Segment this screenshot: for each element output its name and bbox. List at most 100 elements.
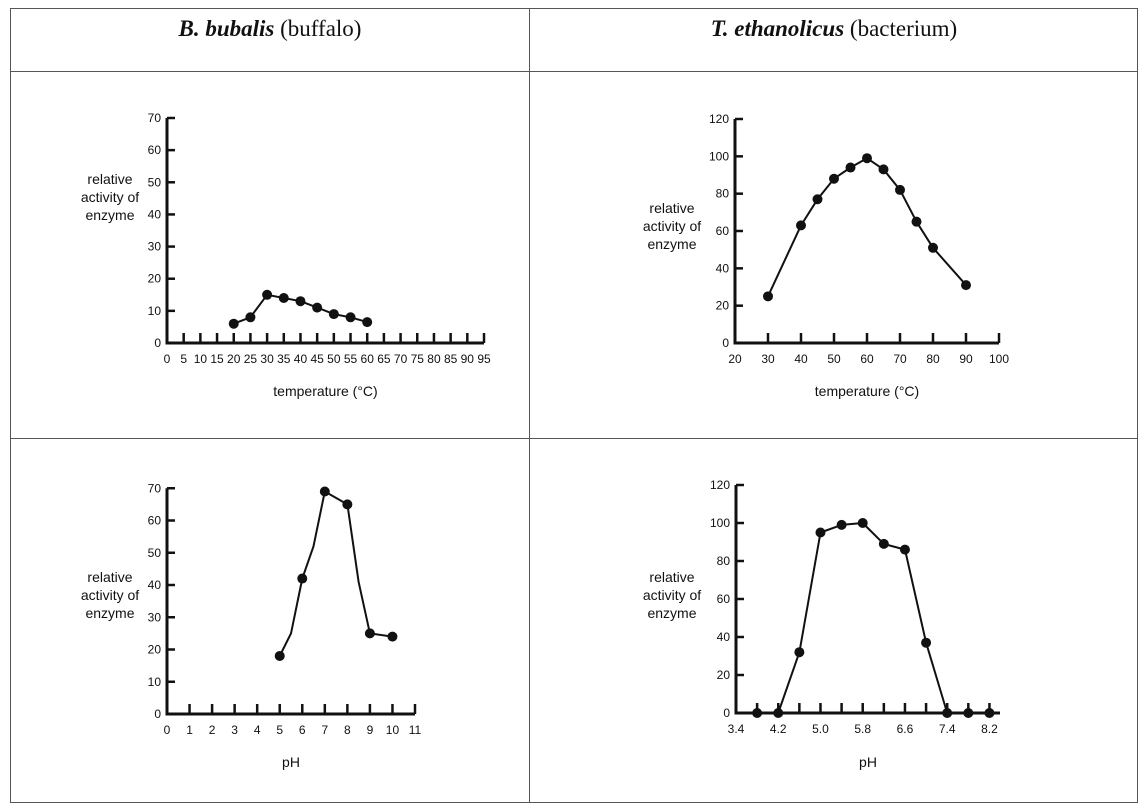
x-tick-label: 5: [276, 723, 283, 737]
x-tick-label: 30: [761, 352, 775, 366]
x-tick-label: 5.0: [812, 722, 829, 736]
data-point: [228, 318, 239, 329]
y-tick-label: 20: [148, 643, 162, 657]
y-axis-label: enzyme: [647, 605, 696, 621]
y-tick-label: 100: [710, 516, 730, 530]
y-axis-label: enzyme: [85, 605, 134, 621]
y-tick-label: 70: [148, 111, 162, 125]
x-tick-label: 35: [277, 352, 291, 366]
data-point: [961, 280, 971, 291]
x-axis-label: temperature (°C): [273, 383, 377, 399]
data-point: [862, 153, 872, 164]
x-tick-label: 95: [477, 352, 491, 366]
x-tick-label: 90: [461, 352, 475, 366]
x-tick-label: 40: [794, 352, 808, 366]
x-tick-label: 6.6: [897, 722, 914, 736]
species-name: B. bubalis: [178, 16, 275, 41]
x-tick-label: 11: [409, 723, 422, 737]
x-tick-label: 8: [344, 723, 351, 737]
x-tick-label: 1: [186, 723, 193, 737]
y-tick-label: 60: [716, 224, 730, 238]
species-name: T. ethanolicus: [710, 16, 845, 41]
x-tick-label: 7: [321, 723, 328, 737]
y-axis-label: relative: [87, 569, 132, 585]
x-tick-label: 20: [728, 352, 742, 366]
series-line: [278, 490, 393, 657]
x-tick-label: 75: [411, 352, 425, 366]
x-tick-label: 30: [260, 352, 274, 366]
y-tick-label: 50: [148, 175, 162, 189]
y-axis-label: relative: [649, 200, 694, 216]
y-tick-label: 30: [148, 610, 162, 624]
x-tick-label: 25: [244, 352, 258, 366]
x-tick-label: 7.4: [939, 722, 956, 736]
data-point: [911, 216, 922, 227]
x-tick-label: 55: [344, 352, 358, 366]
y-tick-label: 40: [717, 630, 731, 644]
data-point: [387, 631, 398, 642]
x-tick-label: 45: [310, 352, 324, 366]
column-header-bacterium: T. ethanolicus (bacterium): [530, 16, 1138, 56]
x-tick-label: 6: [299, 723, 306, 737]
x-tick-label: 4.2: [770, 722, 787, 736]
x-axis-label: temperature (°C): [815, 383, 919, 399]
y-axis-label: activity of: [643, 587, 701, 603]
data-point: [319, 486, 330, 497]
y-tick-label: 120: [709, 112, 729, 126]
y-tick-label: 60: [148, 514, 162, 528]
data-point: [878, 164, 889, 175]
x-tick-label: 85: [444, 352, 458, 366]
y-tick-label: 20: [716, 299, 730, 313]
y-tick-label: 60: [717, 592, 731, 606]
x-tick-label: 9: [367, 723, 374, 737]
x-tick-label: 5.8: [854, 722, 871, 736]
x-tick-label: 90: [959, 352, 973, 366]
y-tick-label: 40: [148, 207, 162, 221]
y-axis-label: activity of: [81, 189, 139, 205]
x-tick-label: 5: [180, 352, 187, 366]
data-point: [274, 650, 285, 661]
y-tick-label: 50: [148, 546, 162, 560]
y-tick-label: 10: [148, 675, 162, 689]
x-tick-label: 0: [164, 352, 171, 366]
common-name: (bacterium): [849, 16, 958, 41]
chart-bacterium-ph: 0 20 40 60 80 100 120 3.4 4.2 5.0 5.8 6.6 7.4 8.2 rela…: [643, 478, 1000, 770]
x-tick-label: 15: [210, 352, 224, 366]
y-axis-label: activity of: [643, 218, 701, 234]
data-point: [984, 708, 995, 718]
y-tick-label: 0: [723, 706, 730, 720]
data-point: [245, 312, 256, 323]
y-tick-label: 40: [148, 578, 162, 592]
y-axis-label: enzyme: [647, 236, 696, 252]
x-tick-label: 4: [254, 723, 261, 737]
y-axis-label: enzyme: [85, 207, 134, 223]
x-tick-label: 80: [926, 352, 940, 366]
y-tick-label: 20: [148, 272, 162, 286]
series-line: [757, 522, 990, 714]
data-point: [763, 291, 773, 302]
x-tick-label: 80: [427, 352, 441, 366]
data-point: [829, 173, 839, 184]
data-point: [899, 544, 910, 555]
x-tick-label: 70: [394, 352, 408, 366]
data-point: [345, 312, 356, 323]
data-point: [796, 220, 806, 231]
x-tick-label: 3.4: [728, 722, 745, 736]
y-tick-label: 0: [154, 336, 161, 350]
y-tick-label: 40: [716, 261, 730, 275]
x-axis-label: pH: [282, 754, 300, 770]
x-tick-label: 60: [860, 352, 874, 366]
data-point: [963, 708, 974, 718]
y-tick-label: 60: [148, 143, 162, 157]
data-point: [928, 242, 938, 253]
y-tick-label: 0: [154, 707, 161, 721]
y-axis-label: activity of: [81, 587, 139, 603]
data-point: [878, 538, 889, 549]
x-tick-label: 60: [361, 352, 375, 366]
y-tick-label: 100: [709, 149, 729, 163]
x-tick-label: 50: [827, 352, 841, 366]
data-point: [794, 647, 805, 658]
data-point: [362, 317, 373, 328]
data-point: [278, 293, 289, 303]
